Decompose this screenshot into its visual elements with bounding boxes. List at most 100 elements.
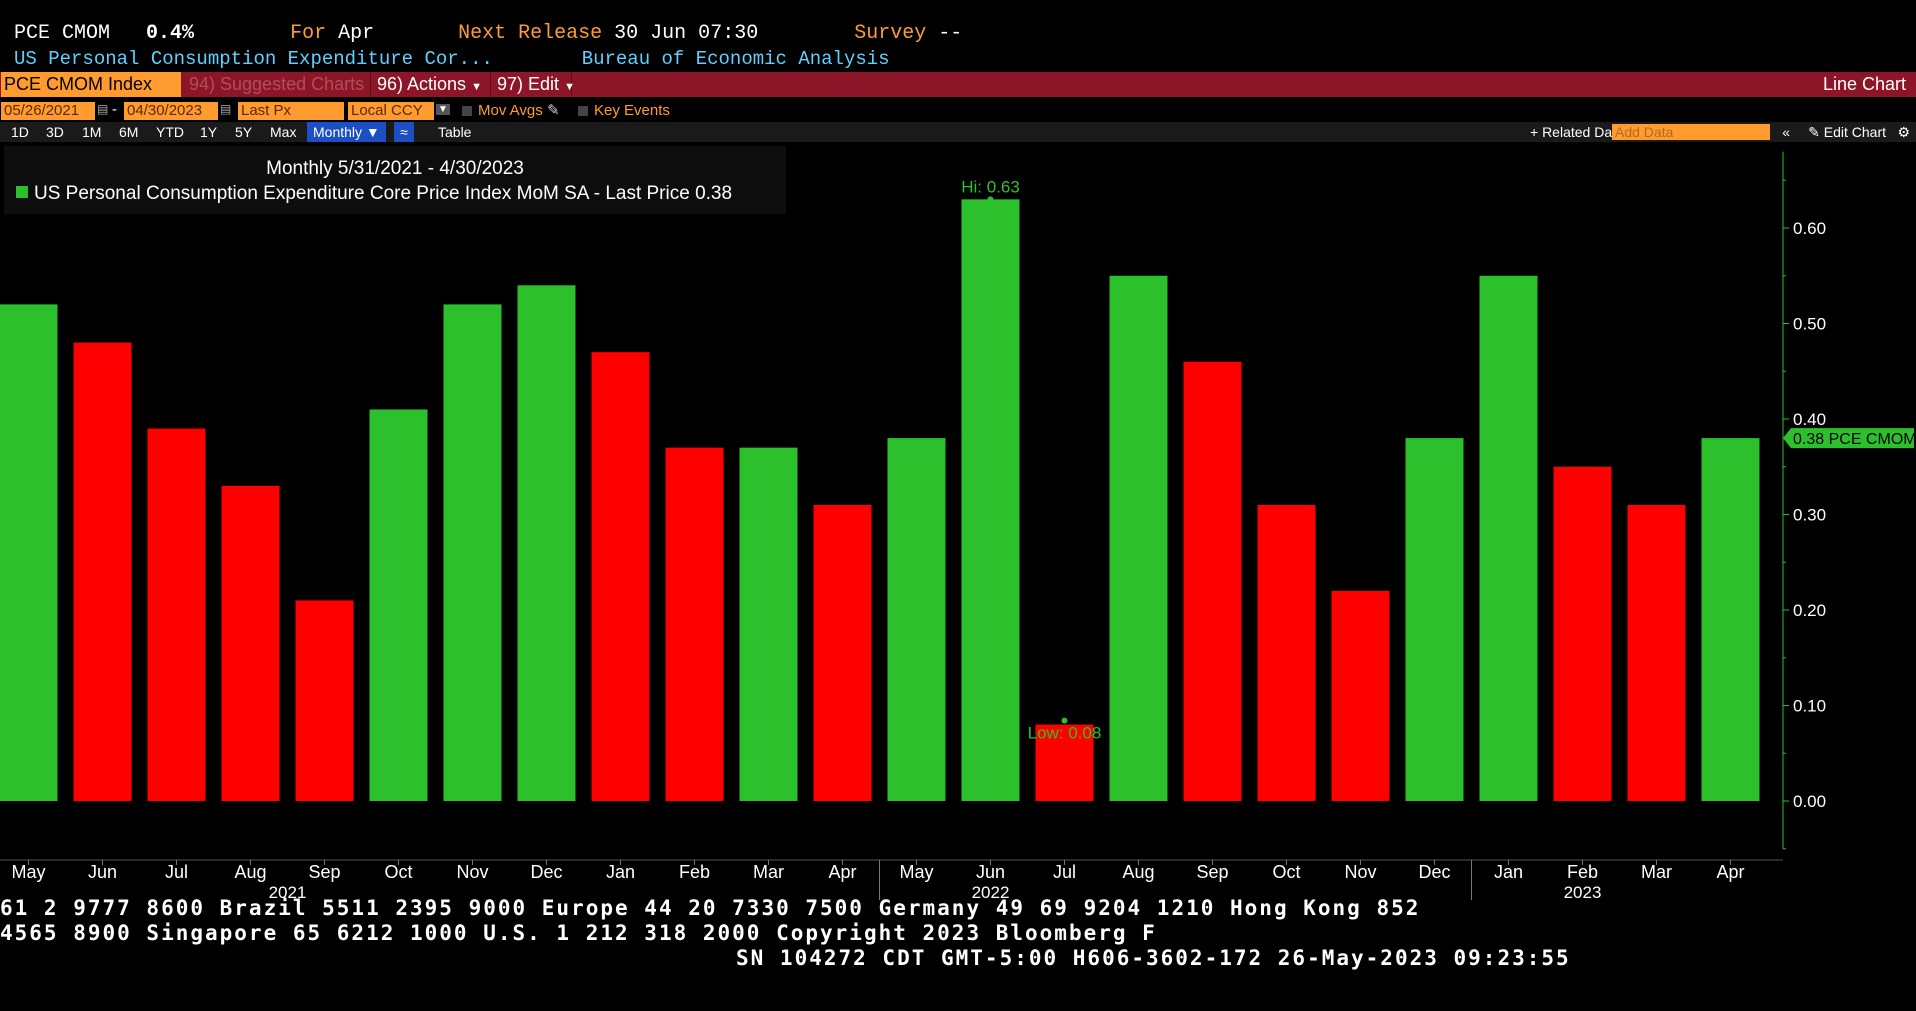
period-max[interactable]: Max — [270, 124, 297, 140]
bar — [961, 199, 1020, 802]
last-value: 0.4% — [146, 22, 195, 45]
table-button[interactable]: Table — [438, 124, 472, 140]
chart-type-label: Line Chart — [1822, 74, 1906, 94]
key-events-label: Key Events — [594, 102, 670, 119]
checkbox-icon — [578, 106, 588, 117]
period-6m[interactable]: 6M — [119, 124, 139, 140]
actions-menu-button[interactable]: 96) Actions ▼ — [370, 72, 486, 97]
x-tick-label: Jun — [88, 862, 117, 882]
security-input[interactable]: PCE CMOM Index — [1, 72, 181, 97]
last-price-tag — [1783, 428, 1914, 449]
y-tick-label: 0.20 — [1793, 601, 1826, 620]
bar — [221, 485, 280, 801]
frequency-select[interactable]: Monthly ▼ — [307, 122, 386, 142]
x-tick-label: Jul — [165, 862, 188, 882]
currency-select[interactable]: Local CCY — [348, 102, 434, 120]
pencil-icon: ✎ — [546, 102, 560, 119]
calendar-icon[interactable]: ▤ — [97, 102, 109, 116]
next-release-label: Next Release — [458, 22, 603, 45]
end-date-input[interactable]: 04/30/2023 — [124, 102, 218, 120]
survey-value: -- — [938, 22, 963, 45]
start-date-input[interactable]: 05/26/2021 — [1, 102, 95, 120]
x-tick-label: Apr — [828, 862, 856, 882]
x-tick-label: Dec — [530, 862, 562, 882]
period-3d[interactable]: 3D — [46, 124, 64, 140]
bar — [1405, 438, 1464, 801]
bar — [813, 504, 872, 801]
frequency-label: Monthly — [313, 124, 363, 140]
chevron-down-icon: ▼ — [471, 81, 482, 93]
bar — [0, 304, 58, 801]
bar — [1035, 724, 1094, 801]
chevron-down-icon: ▼ — [365, 124, 380, 140]
x-tick-label: Nov — [1344, 862, 1376, 882]
y-tick-label: 0.00 — [1793, 792, 1826, 811]
pencil-icon: ✎ — [1808, 124, 1820, 140]
period-ytd[interactable]: YTD — [156, 124, 184, 140]
bar — [591, 352, 650, 801]
hi-label: Hi: 0.63 — [961, 177, 1020, 196]
bar — [517, 285, 576, 801]
related-data-button[interactable]: + Related Dat — [1530, 124, 1616, 140]
price-field-select[interactable]: Last Px — [238, 102, 344, 120]
year-label: 2022 — [972, 883, 1010, 902]
security-name: US Personal Consumption Expenditure Cor.… — [14, 48, 493, 70]
ticker-label: PCE CMOM — [14, 22, 111, 45]
bar — [1553, 466, 1612, 801]
x-tick-label: Oct — [384, 862, 412, 882]
calendar-icon[interactable]: ▤ — [220, 102, 232, 116]
period-row: 1D 3D 1M 6M YTD 1Y 5Y Max Monthly ▼ ≈ Ta… — [0, 122, 1916, 142]
year-label: 2021 — [269, 883, 307, 902]
bar — [73, 342, 132, 801]
gear-icon[interactable]: ⚙ — [1897, 124, 1910, 140]
key-events-toggle[interactable]: Key Events — [578, 102, 670, 120]
mov-avgs-toggle[interactable]: Mov Avgs ✎ — [462, 102, 560, 120]
x-tick-label: Aug — [1122, 862, 1154, 882]
last-price-label: 0.38 PCE CMOM — [1793, 431, 1916, 448]
chart-style-icon[interactable]: ≈ — [394, 122, 414, 142]
edit-menu-button[interactable]: 97) Edit ▼ — [490, 72, 575, 97]
mov-avgs-label: Mov Avgs — [478, 102, 543, 119]
bar — [739, 447, 798, 801]
chart-title: Monthly 5/31/2021 - 4/30/2023 — [266, 158, 524, 179]
legend-entry: US Personal Consumption Expenditure Core… — [16, 183, 732, 205]
period-1d[interactable]: 1D — [11, 124, 29, 140]
add-data-input[interactable]: Add Data — [1612, 124, 1770, 140]
survey-label: Survey — [854, 22, 927, 45]
x-tick-label: Apr — [1716, 862, 1744, 882]
y-tick-label: 0.50 — [1793, 315, 1826, 334]
for-value: Apr — [338, 22, 375, 45]
source-name: Bureau of Economic Analysis — [581, 48, 890, 70]
x-tick-label: Aug — [234, 862, 266, 882]
double-chevron-left-icon[interactable]: « — [1782, 124, 1790, 140]
bar — [1701, 438, 1760, 801]
x-tick-label: Feb — [1567, 862, 1598, 882]
checkbox-icon — [462, 106, 472, 117]
actions-label: 96) Actions — [377, 74, 467, 94]
x-tick-label: Jan — [1494, 862, 1523, 882]
security-header: PCE CMOM 0.4% For Apr Next Release 30 Ju… — [14, 22, 962, 45]
x-tick-label: Mar — [753, 862, 784, 882]
footer-timestamp: SN 104272 CDT GMT-5:00 H606-3602-172 26-… — [736, 946, 1571, 970]
bar — [295, 600, 354, 801]
chart-options-row: 05/26/2021 ▤ - 04/30/2023 ▤ Last Px Loca… — [0, 100, 1916, 122]
chart-legend: Monthly 5/31/2021 - 4/30/2023 US Persona… — [4, 146, 786, 214]
x-tick-label: May — [899, 862, 933, 882]
date-separator: - — [112, 101, 117, 118]
edit-chart-button[interactable]: ✎ Edit Chart — [1808, 122, 1886, 142]
bar — [887, 438, 946, 801]
x-tick-label: May — [11, 862, 45, 882]
command-bar: PCE CMOM Index 94) Suggested Charts 96) … — [0, 72, 1916, 97]
period-5y[interactable]: 5Y — [235, 124, 253, 140]
for-label: For — [290, 22, 327, 45]
chevron-down-icon: ▼ — [564, 81, 575, 93]
period-1m[interactable]: 1M — [82, 124, 102, 140]
x-tick-label: Nov — [456, 862, 488, 882]
x-tick-label: Jun — [976, 862, 1005, 882]
chevron-down-icon[interactable]: ▼ — [436, 104, 450, 115]
footer-contacts-line2: 4565 8900 Singapore 65 6212 1000 U.S. 1 … — [0, 921, 1157, 945]
bar — [443, 304, 502, 801]
suggested-charts-button[interactable]: 94) Suggested Charts — [189, 74, 365, 94]
period-1y[interactable]: 1Y — [200, 124, 218, 140]
